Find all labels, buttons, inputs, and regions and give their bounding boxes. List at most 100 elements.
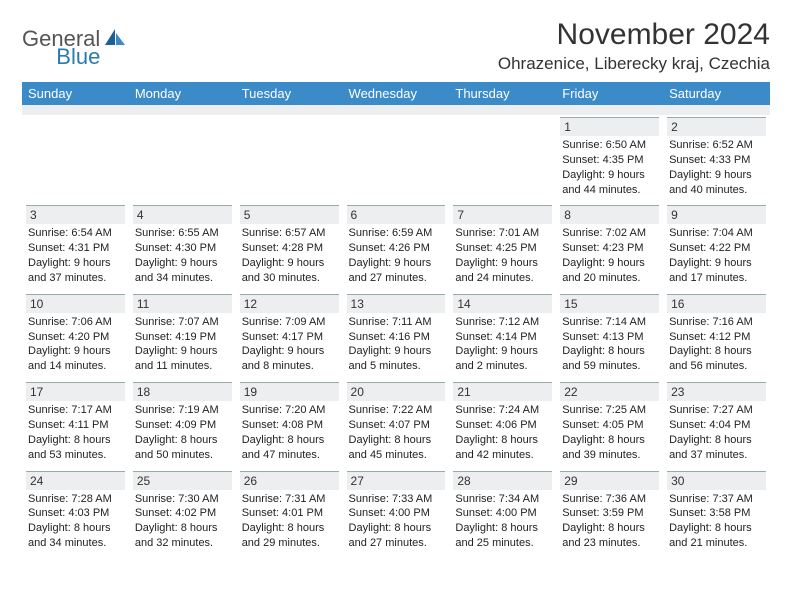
day-info-line: Daylight: 9 hours <box>669 168 764 183</box>
day-number: 24 <box>26 471 125 490</box>
day-info-line: Daylight: 9 hours <box>135 344 230 359</box>
day-info-line: Sunrise: 7:24 AM <box>455 403 550 418</box>
day-info-line: Sunset: 4:28 PM <box>242 241 337 256</box>
calendar-cell <box>129 115 236 203</box>
calendar-cell: 28Sunrise: 7:34 AMSunset: 4:00 PMDayligh… <box>449 469 556 557</box>
calendar-cell: 15Sunrise: 7:14 AMSunset: 4:13 PMDayligh… <box>556 292 663 380</box>
day-info-line: Sunset: 4:31 PM <box>28 241 123 256</box>
calendar-cell: 1Sunrise: 6:50 AMSunset: 4:35 PMDaylight… <box>556 115 663 203</box>
day-number: 17 <box>26 382 125 401</box>
day-info-line: Sunrise: 7:06 AM <box>28 315 123 330</box>
day-info-line: Daylight: 9 hours <box>562 168 657 183</box>
day-info: Sunrise: 7:16 AMSunset: 4:12 PMDaylight:… <box>667 313 766 374</box>
day-info: Sunrise: 7:01 AMSunset: 4:25 PMDaylight:… <box>453 224 552 285</box>
day-info-line: and 2 minutes. <box>455 359 550 374</box>
day-info-line: Sunrise: 6:55 AM <box>135 226 230 241</box>
calendar-cell: 7Sunrise: 7:01 AMSunset: 4:25 PMDaylight… <box>449 203 556 291</box>
day-info-line: Sunset: 4:17 PM <box>242 330 337 345</box>
day-info-line: and 5 minutes. <box>349 359 444 374</box>
day-info-line: Sunset: 4:11 PM <box>28 418 123 433</box>
calendar-week: 3Sunrise: 6:54 AMSunset: 4:31 PMDaylight… <box>22 203 770 291</box>
day-info-line: Sunrise: 7:33 AM <box>349 492 444 507</box>
calendar-cell <box>22 115 129 203</box>
day-number: 28 <box>453 471 552 490</box>
day-number: 12 <box>240 294 339 313</box>
day-info-line: Daylight: 8 hours <box>28 433 123 448</box>
day-info-line: Sunset: 4:09 PM <box>135 418 230 433</box>
day-info-line: Sunset: 4:00 PM <box>455 506 550 521</box>
day-number: 8 <box>560 205 659 224</box>
sail-icon <box>104 27 126 52</box>
calendar-cell: 2Sunrise: 6:52 AMSunset: 4:33 PMDaylight… <box>663 115 770 203</box>
day-info-line: Sunset: 4:26 PM <box>349 241 444 256</box>
day-number: 7 <box>453 205 552 224</box>
day-number: 9 <box>667 205 766 224</box>
day-info-line: Daylight: 9 hours <box>455 256 550 271</box>
day-info: Sunrise: 7:34 AMSunset: 4:00 PMDaylight:… <box>453 490 552 551</box>
calendar-cell: 25Sunrise: 7:30 AMSunset: 4:02 PMDayligh… <box>129 469 236 557</box>
day-info: Sunrise: 7:27 AMSunset: 4:04 PMDaylight:… <box>667 401 766 462</box>
day-number: 19 <box>240 382 339 401</box>
day-info: Sunrise: 7:04 AMSunset: 4:22 PMDaylight:… <box>667 224 766 285</box>
day-info: Sunrise: 6:54 AMSunset: 4:31 PMDaylight:… <box>26 224 125 285</box>
day-info-line: and 29 minutes. <box>242 536 337 551</box>
day-info-line: Sunrise: 7:36 AM <box>562 492 657 507</box>
day-info: Sunrise: 7:06 AMSunset: 4:20 PMDaylight:… <box>26 313 125 374</box>
day-number: 30 <box>667 471 766 490</box>
day-number: 21 <box>453 382 552 401</box>
calendar-week: 1Sunrise: 6:50 AMSunset: 4:35 PMDaylight… <box>22 115 770 203</box>
calendar-cell: 29Sunrise: 7:36 AMSunset: 3:59 PMDayligh… <box>556 469 663 557</box>
day-info-line: Sunrise: 7:30 AM <box>135 492 230 507</box>
calendar-cell <box>449 115 556 203</box>
day-info-line: Sunrise: 7:04 AM <box>669 226 764 241</box>
day-info-line: Sunset: 3:59 PM <box>562 506 657 521</box>
day-info-line: Sunset: 3:58 PM <box>669 506 764 521</box>
day-info-line: and 47 minutes. <box>242 448 337 463</box>
day-info-line: Daylight: 8 hours <box>669 433 764 448</box>
calendar-cell: 11Sunrise: 7:07 AMSunset: 4:19 PMDayligh… <box>129 292 236 380</box>
day-number: 5 <box>240 205 339 224</box>
day-info: Sunrise: 7:36 AMSunset: 3:59 PMDaylight:… <box>560 490 659 551</box>
calendar-cell: 20Sunrise: 7:22 AMSunset: 4:07 PMDayligh… <box>343 380 450 468</box>
calendar-cell: 24Sunrise: 7:28 AMSunset: 4:03 PMDayligh… <box>22 469 129 557</box>
brand-part2: Blue <box>56 44 100 70</box>
day-info: Sunrise: 6:57 AMSunset: 4:28 PMDaylight:… <box>240 224 339 285</box>
day-info-line: Daylight: 9 hours <box>242 344 337 359</box>
day-info-line: Daylight: 9 hours <box>562 256 657 271</box>
calendar-cell: 10Sunrise: 7:06 AMSunset: 4:20 PMDayligh… <box>22 292 129 380</box>
day-info-line: Daylight: 8 hours <box>349 433 444 448</box>
day-info-line: and 34 minutes. <box>28 536 123 551</box>
day-header: Friday <box>556 82 663 105</box>
day-info-line: and 14 minutes. <box>28 359 123 374</box>
day-info: Sunrise: 7:20 AMSunset: 4:08 PMDaylight:… <box>240 401 339 462</box>
day-info-line: Sunset: 4:22 PM <box>669 241 764 256</box>
day-info: Sunrise: 7:14 AMSunset: 4:13 PMDaylight:… <box>560 313 659 374</box>
day-info-line: Sunset: 4:23 PM <box>562 241 657 256</box>
day-number: 14 <box>453 294 552 313</box>
day-info-line: Daylight: 8 hours <box>669 521 764 536</box>
calendar-week: 10Sunrise: 7:06 AMSunset: 4:20 PMDayligh… <box>22 292 770 380</box>
day-info-line: Sunset: 4:07 PM <box>349 418 444 433</box>
day-info-line: Daylight: 9 hours <box>135 256 230 271</box>
day-info-line: and 37 minutes. <box>28 271 123 286</box>
day-number: 23 <box>667 382 766 401</box>
day-info-line: Daylight: 8 hours <box>349 521 444 536</box>
day-info-line: Sunrise: 7:11 AM <box>349 315 444 330</box>
day-info: Sunrise: 7:28 AMSunset: 4:03 PMDaylight:… <box>26 490 125 551</box>
day-info: Sunrise: 6:59 AMSunset: 4:26 PMDaylight:… <box>347 224 446 285</box>
day-info-line: Daylight: 8 hours <box>562 433 657 448</box>
header: General Blue November 2024 Ohrazenice, L… <box>22 18 770 74</box>
day-info-line: Sunrise: 6:50 AM <box>562 138 657 153</box>
day-info: Sunrise: 7:11 AMSunset: 4:16 PMDaylight:… <box>347 313 446 374</box>
day-info: Sunrise: 7:30 AMSunset: 4:02 PMDaylight:… <box>133 490 232 551</box>
day-info-line: and 37 minutes. <box>669 448 764 463</box>
day-info: Sunrise: 7:07 AMSunset: 4:19 PMDaylight:… <box>133 313 232 374</box>
day-info-line: and 56 minutes. <box>669 359 764 374</box>
calendar-table: Sunday Monday Tuesday Wednesday Thursday… <box>22 82 770 557</box>
day-info-line: Sunrise: 7:34 AM <box>455 492 550 507</box>
day-info: Sunrise: 7:17 AMSunset: 4:11 PMDaylight:… <box>26 401 125 462</box>
calendar-cell: 12Sunrise: 7:09 AMSunset: 4:17 PMDayligh… <box>236 292 343 380</box>
day-header: Monday <box>129 82 236 105</box>
day-info-line: Sunrise: 6:52 AM <box>669 138 764 153</box>
calendar-cell: 13Sunrise: 7:11 AMSunset: 4:16 PMDayligh… <box>343 292 450 380</box>
